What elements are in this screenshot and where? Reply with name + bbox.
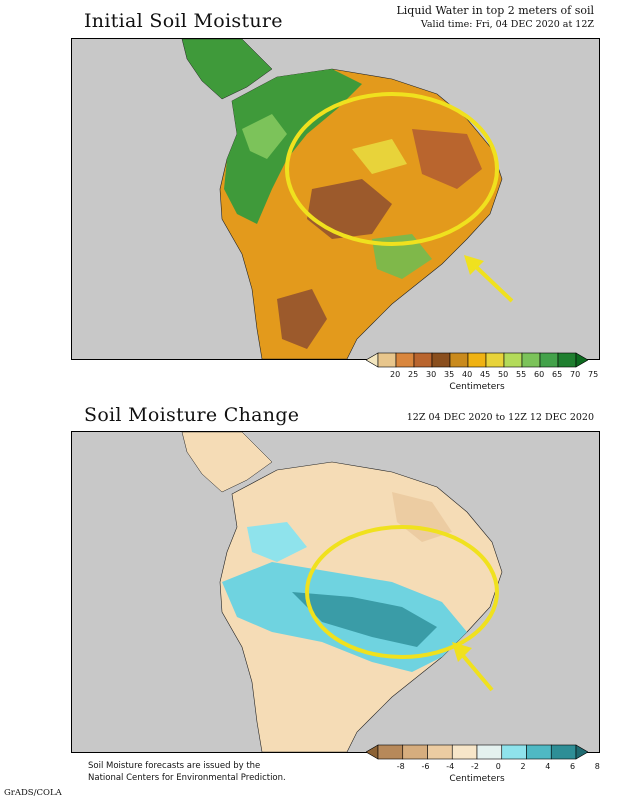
yellow-region xyxy=(352,139,407,174)
top-colorbar xyxy=(365,352,589,368)
top-colorbar-tick-label: 25 xyxy=(408,370,419,379)
top-colorbar-swatch xyxy=(449,352,469,368)
soil-moisture-change-map xyxy=(71,431,600,753)
top-colorbar-swatch xyxy=(413,352,433,368)
top-colorbar-tick-label: 40 xyxy=(462,370,473,379)
bottom-colorbar-svg xyxy=(365,744,589,760)
highlight-ellipse-top xyxy=(285,92,499,246)
top-colorbar-swatch xyxy=(485,352,505,368)
top-colorbar-low-triangle xyxy=(365,352,379,368)
bottom-colorbar-low-triangle xyxy=(365,744,379,760)
top-colorbar-tick-label: 45 xyxy=(480,370,491,379)
bottom-colorbar-swatch xyxy=(501,744,527,760)
strong-wetting-region xyxy=(292,592,437,647)
central-america-landmass xyxy=(181,39,273,100)
top-colorbar-high-triangle xyxy=(575,352,589,368)
grads-credit: GrADS/COLA xyxy=(4,788,62,798)
bottom-colorbar-swatch xyxy=(427,744,453,760)
dry-region-center xyxy=(307,179,392,239)
bottom-colorbar-swatch xyxy=(402,744,428,760)
top-colorbar-tick-label: 60 xyxy=(534,370,545,379)
bottom-colorbar-tick-label: -8 xyxy=(396,762,405,771)
top-colorbar-ticks: 20 25 30 35 40 45 50 55 60 65 70 75 xyxy=(366,370,598,380)
top-colorbar-swatch xyxy=(521,352,541,368)
footnote-line-1: Soil Moisture forecasts are issued by th… xyxy=(88,761,261,771)
bottom-colorbar-tick-label: 8 xyxy=(594,762,600,771)
bottom-colorbar-swatch xyxy=(526,744,552,760)
mild-wetting-north xyxy=(247,522,307,562)
top-colorbar-tick-label: 55 xyxy=(516,370,527,379)
bottom-colorbar-swatch xyxy=(451,744,478,760)
bottom-colorbar-ticks: -8 -6 -4 -2 0 2 4 6 8 xyxy=(366,762,600,772)
top-colorbar-swatch xyxy=(557,352,577,368)
bottom-colorbar-swatch xyxy=(476,744,503,760)
top-colorbar-swatch xyxy=(431,352,451,368)
bottom-colorbar-tick-label: -6 xyxy=(421,762,430,771)
top-colorbar-tick-label: 20 xyxy=(390,370,401,379)
top-colorbar-tick-label: 30 xyxy=(426,370,437,379)
bottom-colorbar-tick-label: 4 xyxy=(545,762,551,771)
top-colorbar-tick-label: 50 xyxy=(498,370,509,379)
highlight-arrow-bottom xyxy=(458,650,494,692)
top-panel-title: Initial Soil Moisture xyxy=(84,10,283,32)
bottom-colorbar-units: Centimeters xyxy=(449,774,505,784)
central-america-landmass xyxy=(181,432,273,493)
top-colorbar-swatch xyxy=(377,352,397,368)
moist-region xyxy=(242,114,287,159)
top-colorbar-swatch xyxy=(467,352,487,368)
dry-region-northeast xyxy=(412,129,482,189)
bottom-colorbar xyxy=(365,744,589,760)
top-colorbar-svg xyxy=(365,352,589,368)
bottom-colorbar-swatch xyxy=(550,744,577,760)
top-colorbar-swatch xyxy=(395,352,415,368)
highlight-arrow-top xyxy=(470,261,514,303)
bottom-colorbar-high-triangle xyxy=(575,744,589,760)
highlight-ellipse-bottom xyxy=(305,525,499,659)
top-colorbar-tick-label: 70 xyxy=(570,370,581,379)
dry-region-south xyxy=(277,289,327,349)
bottom-panel-subtitle: 12Z 04 DEC 2020 to 12Z 12 DEC 2020 xyxy=(406,412,594,423)
bottom-colorbar-tick-label: 6 xyxy=(570,762,576,771)
top-map-svg xyxy=(72,39,599,359)
footnote: Soil Moisture forecasts are issued by th… xyxy=(88,760,286,784)
highlight-arrowhead-top xyxy=(464,255,484,275)
bottom-colorbar-tick-label: 0 xyxy=(495,762,501,771)
highlight-arrowhead-bottom xyxy=(452,642,472,662)
bottom-colorbar-swatch xyxy=(377,744,404,760)
top-colorbar-tick-label: 65 xyxy=(552,370,563,379)
bottom-colorbar-tick-label: -2 xyxy=(471,762,479,771)
bottom-colorbar-tick-label: 2 xyxy=(520,762,526,771)
top-colorbar-tick-label: 35 xyxy=(444,370,455,379)
top-colorbar-units: Centimeters xyxy=(449,382,505,392)
bottom-colorbar-tick-label: -4 xyxy=(446,762,455,771)
top-panel-valid-time: Valid time: Fri, 04 DEC 2020 at 12Z xyxy=(420,19,594,30)
top-colorbar-tick-label: 75 xyxy=(588,370,599,379)
top-colorbar-swatch xyxy=(503,352,523,368)
footnote-line-2: National Centers for Environmental Predi… xyxy=(88,773,286,783)
bottom-map-svg xyxy=(72,432,599,752)
initial-soil-moisture-map xyxy=(71,38,600,360)
top-panel-subtitle: Liquid Water in top 2 meters of soil xyxy=(396,4,594,17)
top-colorbar-swatch xyxy=(539,352,559,368)
bottom-panel-title: Soil Moisture Change xyxy=(84,404,300,426)
